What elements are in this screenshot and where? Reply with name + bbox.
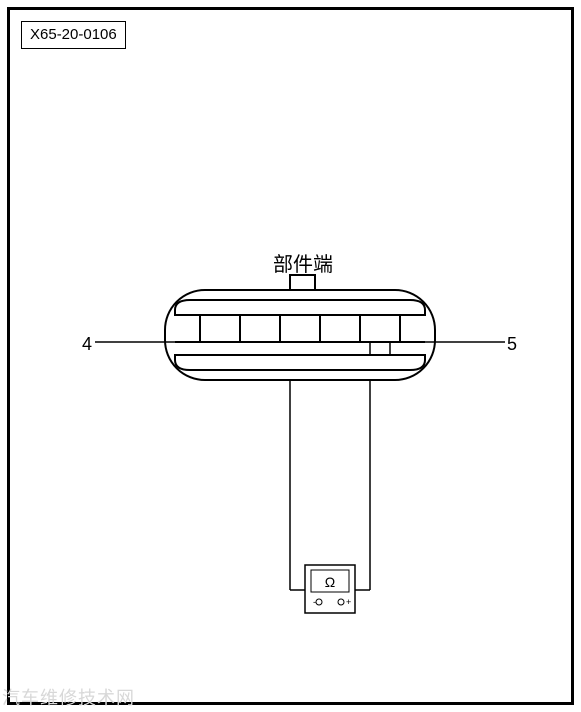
meter-plus: + [346,597,351,607]
diagram-frame: X65-20-0106 部件端 4 5 [7,7,574,705]
ohm-symbol: Ω [325,574,335,590]
watermark-text: 汽车维修技术网 [2,684,135,710]
diagram-id-text: X65-20-0106 [30,26,117,43]
ohmmeter-wiring: Ω - + [275,380,425,640]
pin-5-label: 5 [507,334,517,355]
diagram-id-box: X65-20-0106 [21,21,126,49]
meter-minus: - [313,597,316,607]
pin-4-label: 4 [82,334,92,355]
